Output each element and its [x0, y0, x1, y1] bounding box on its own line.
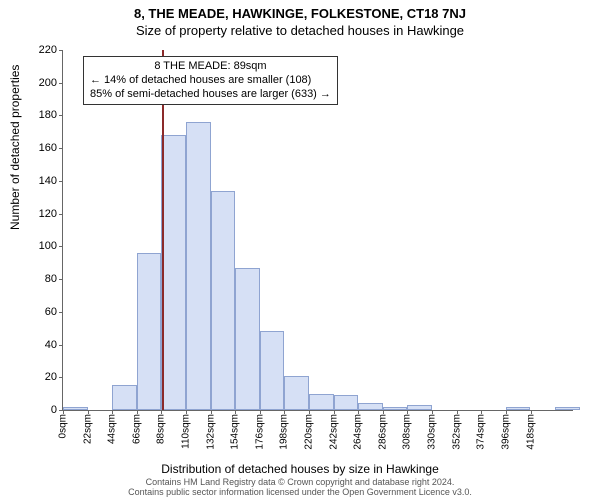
x-tick-mark [309, 410, 310, 414]
x-tick-label: 308sqm [402, 410, 413, 450]
x-tick-mark [260, 410, 261, 414]
y-tick-mark [59, 377, 63, 378]
plot-area: 0204060801001201401601802002200sqm22sqm4… [62, 50, 573, 411]
histogram-bar [284, 376, 309, 410]
x-tick-label: 88sqm [156, 410, 167, 444]
x-tick-mark [531, 410, 532, 414]
x-tick-mark [481, 410, 482, 414]
y-tick-mark [59, 214, 63, 215]
x-tick-label: 110sqm [181, 410, 192, 449]
x-tick-mark [88, 410, 89, 414]
x-tick-label: 44sqm [107, 410, 118, 444]
histogram-bar [407, 405, 432, 410]
x-tick-label: 286sqm [377, 410, 388, 450]
x-tick-label: 0sqm [58, 410, 69, 438]
y-tick-mark [59, 279, 63, 280]
histogram-bar [309, 394, 334, 410]
histogram-bar [235, 268, 260, 410]
x-tick-label: 198sqm [279, 410, 290, 450]
histogram-bar [555, 407, 580, 410]
x-tick-label: 242sqm [328, 410, 339, 450]
histogram-bar [161, 135, 186, 410]
histogram-bar [358, 403, 383, 410]
x-tick-mark [137, 410, 138, 414]
x-tick-label: 132sqm [205, 410, 216, 450]
x-tick-mark [211, 410, 212, 414]
histogram-bar [211, 191, 236, 410]
histogram-bar [506, 407, 531, 410]
x-tick-label: 352sqm [451, 410, 462, 450]
footer-line-2: Contains public sector information licen… [0, 488, 600, 498]
x-tick-mark [457, 410, 458, 414]
x-tick-mark [358, 410, 359, 414]
y-tick-mark [59, 345, 63, 346]
x-tick-mark [334, 410, 335, 414]
histogram-bar [260, 331, 285, 410]
histogram-bar [383, 407, 408, 410]
x-axis-label: Distribution of detached houses by size … [0, 462, 600, 476]
histogram-bar [137, 253, 162, 410]
x-tick-mark [432, 410, 433, 414]
footer-attribution: Contains HM Land Registry data © Crown c… [0, 478, 600, 498]
annotation-line-2: ← 14% of detached houses are smaller (10… [90, 74, 331, 88]
y-tick-mark [59, 312, 63, 313]
x-tick-label: 220sqm [304, 410, 315, 450]
histogram-bar [112, 385, 137, 410]
y-tick-mark [59, 83, 63, 84]
title-main: 8, THE MEADE, HAWKINGE, FOLKESTONE, CT18… [0, 0, 600, 21]
y-tick-mark [59, 181, 63, 182]
x-tick-label: 418sqm [525, 410, 536, 450]
histogram-bar [334, 395, 359, 410]
x-tick-label: 176sqm [254, 410, 265, 450]
x-tick-label: 330sqm [427, 410, 438, 450]
x-tick-label: 264sqm [353, 410, 364, 450]
x-tick-mark [383, 410, 384, 414]
x-tick-mark [235, 410, 236, 414]
x-tick-label: 154sqm [230, 410, 241, 450]
y-tick-mark [59, 115, 63, 116]
x-tick-mark [407, 410, 408, 414]
x-tick-mark [284, 410, 285, 414]
histogram-bar [186, 122, 211, 410]
y-tick-mark [59, 148, 63, 149]
histogram-bar [63, 407, 88, 410]
annotation-line-1: 8 THE MEADE: 89sqm [90, 60, 331, 74]
x-tick-mark [112, 410, 113, 414]
x-tick-label: 66sqm [131, 410, 142, 444]
x-tick-mark [161, 410, 162, 414]
x-tick-mark [63, 410, 64, 414]
x-tick-label: 374sqm [476, 410, 487, 450]
chart-container: 8, THE MEADE, HAWKINGE, FOLKESTONE, CT18… [0, 0, 600, 500]
y-tick-mark [59, 246, 63, 247]
x-tick-mark [506, 410, 507, 414]
x-tick-label: 22sqm [82, 410, 93, 444]
x-tick-mark [186, 410, 187, 414]
y-axis-label: Number of detached properties [8, 65, 22, 230]
y-tick-mark [59, 50, 63, 51]
title-sub: Size of property relative to detached ho… [0, 21, 600, 38]
annotation-box: 8 THE MEADE: 89sqm ← 14% of detached hou… [83, 56, 338, 105]
x-tick-label: 396sqm [500, 410, 511, 450]
annotation-line-3: 85% of semi-detached houses are larger (… [90, 88, 331, 102]
